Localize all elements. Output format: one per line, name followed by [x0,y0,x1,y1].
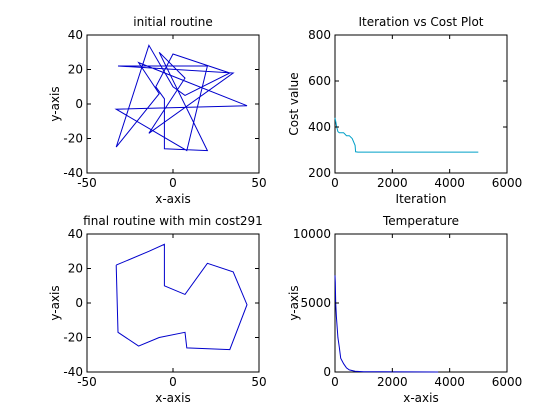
y-tick-label: -40 [63,166,83,180]
y-tick-label: 20 [68,262,83,276]
y-tick-label: 600 [308,74,331,88]
series-line-1 [115,243,248,351]
y-tick-label: -20 [63,132,83,146]
y-tick-label: 800 [308,28,331,42]
x-tick-label: 4000 [434,176,465,190]
x-tick-label: 4000 [434,375,465,389]
y-tick-label: 5000 [300,296,331,310]
y-axis-label: y-axis [48,86,62,121]
x-axis-label: Iteration [396,192,447,206]
x-tick-label: 50 [251,375,266,389]
axes-frame [86,233,260,373]
x-tick-label: 0 [331,375,339,389]
x-tick-label: -50 [77,375,97,389]
y-tick-label: 0 [323,365,331,379]
x-tick-label: 0 [331,176,339,190]
subplot-title: initial routine [133,15,212,29]
x-axis-label: x-axis [155,391,190,405]
y-tick-label: 20 [68,63,83,77]
subplot-4: 0 2000 4000 6000 0 5000 10000 Temperature x-axis… [287,214,522,405]
x-tick-label: 6000 [492,176,523,190]
axes-frame [334,34,508,174]
subplot-title: final routine with min cost291 [83,214,263,228]
axes-frame [86,34,260,174]
subplot-title: Iteration vs Cost Plot [359,15,484,29]
y-tick-label: 40 [68,28,83,42]
series-line-1 [114,44,248,152]
x-tick-label: -50 [77,176,97,190]
y-tick-label: -40 [63,365,83,379]
x-tick-label: 50 [251,176,266,190]
x-tick-label: 0 [169,176,177,190]
subplot-title: Temperature [382,214,459,228]
y-tick-label: 10000 [293,227,331,241]
y-axis-label: Cost value [287,72,301,135]
y-tick-label: 0 [75,97,83,111]
x-tick-label: 6000 [492,375,523,389]
x-tick-label: 2000 [377,375,408,389]
subplot-2: 0 2000 4000 6000 200 400 600 800 Iteration vs Co… [287,15,522,206]
x-axis-label: x-axis [155,192,190,206]
y-axis-label: y-axis [287,285,301,320]
subplot-1: -50 0 50 -40 -20 0 20 40 initial routine x-axis y-… [48,15,267,206]
y-tick-label: 400 [308,120,331,134]
y-tick-label: 40 [68,227,83,241]
y-tick-label: -20 [63,331,83,345]
x-tick-label: 0 [169,375,177,389]
axes-frame [334,233,508,373]
x-axis-label: x-axis [403,391,438,405]
y-tick-label: 0 [75,296,83,310]
y-tick-label: 200 [308,166,331,180]
y-axis-label: y-axis [48,285,62,320]
x-tick-label: 2000 [377,176,408,190]
